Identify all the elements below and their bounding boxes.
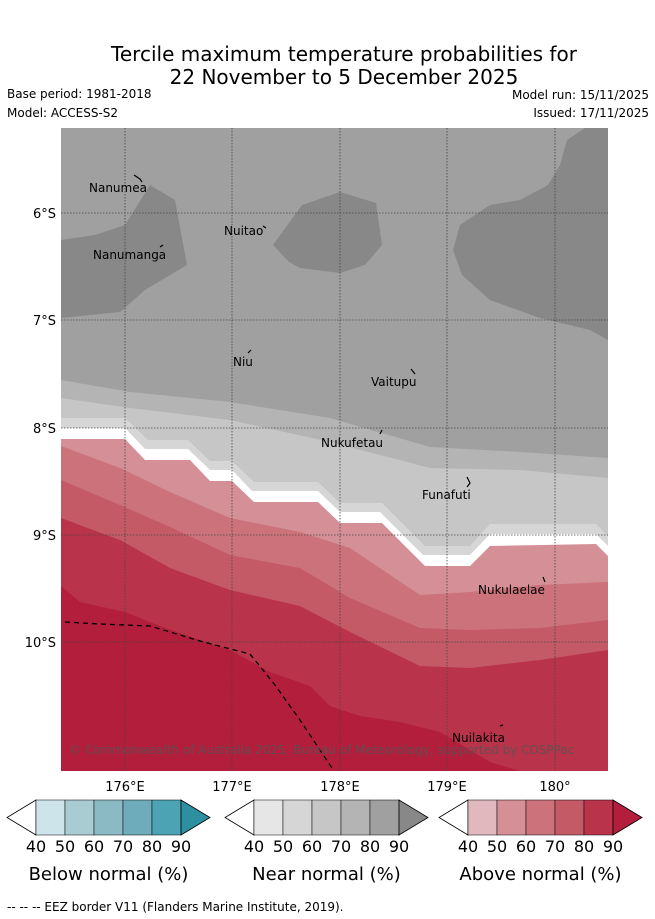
- legend-above-swatch: [554, 799, 585, 836]
- legend-near-high-triangle: [398, 799, 429, 836]
- place-label: Niu: [233, 355, 253, 369]
- legend-above-low-triangle: [438, 799, 469, 836]
- legend-below-swatch: [35, 799, 66, 836]
- legend-above-high-triangle: [612, 799, 643, 836]
- legend-tick-label: 80: [360, 837, 380, 856]
- legend-tick-label: 70: [545, 837, 565, 856]
- base-period: Base period: 1981-2018: [7, 87, 152, 101]
- legend-below-swatch: [151, 799, 182, 836]
- place-label: Nukulaelae: [478, 583, 545, 597]
- lon-label: 177°E: [212, 780, 252, 795]
- legend-tick-label: 50: [55, 837, 75, 856]
- title-line-2: 22 November to 5 December 2025: [169, 65, 519, 89]
- legend-tick-label: 90: [603, 837, 623, 856]
- lat-label: 10°S: [25, 636, 56, 651]
- place-label: Funafuti: [422, 488, 471, 502]
- legend-tick-label: 60: [516, 837, 536, 856]
- place-label: Nukufetau: [321, 436, 383, 450]
- legend-near-swatch: [369, 799, 400, 836]
- place-labels: Nanumea Nuitao Nanumanga Niu Vaitupu Nuk…: [89, 181, 545, 745]
- eez-border-line: [64, 621, 335, 771]
- lon-label: 176°E: [105, 780, 145, 795]
- latitude-labels: 6°S 7°S 8°S 9°S 10°S: [25, 207, 56, 651]
- gridlines: [61, 128, 608, 771]
- legend-above-swatch: [583, 799, 614, 836]
- longitude-labels: 176°E 177°E 178°E 179°E 180°: [105, 780, 570, 795]
- legend-below: 40 50 60 70 80 90 Below normal (%): [6, 799, 211, 885]
- lat-label: 8°S: [33, 422, 56, 437]
- legend-tick-label: 40: [26, 837, 46, 856]
- legend-tick-label: 80: [574, 837, 594, 856]
- legend-tick-label: 40: [244, 837, 264, 856]
- eez-footer-note: -- -- -- EEZ border V11 (Flanders Marine…: [7, 900, 344, 914]
- copyright-notice: © Commonwealth of Australia 2025, Bureau…: [69, 743, 574, 757]
- legend-tick-label: 60: [84, 837, 104, 856]
- legend-near-swatch: [253, 799, 284, 836]
- legend-near-swatch: [311, 799, 342, 836]
- legend-below-swatch: [93, 799, 124, 836]
- legend-tick-label: 80: [142, 837, 162, 856]
- lon-label: 180°: [539, 780, 570, 795]
- model-run: Model run: 15/11/2025: [511, 88, 649, 102]
- legend-tick-label: 40: [458, 837, 478, 856]
- legend-group: 40 50 60 70 80 90 Below normal (%) 40 50 60 70 80 90…: [6, 799, 643, 885]
- legend-above-swatch: [467, 799, 498, 836]
- place-label: Vaitupu: [371, 375, 417, 389]
- legend-above-swatch: [496, 799, 527, 836]
- place-label: Nanumea: [89, 181, 147, 195]
- island-outlines: [133, 174, 546, 727]
- model-name: Model: ACCESS-S2: [7, 106, 119, 120]
- legend-tick-label: 90: [389, 837, 409, 856]
- legend-near-swatch: [340, 799, 371, 836]
- legend-below-low-triangle: [6, 799, 37, 836]
- map-figure: Nanumea Nuitao Nanumanga Niu Vaitupu Nuk…: [6, 128, 643, 885]
- place-label: Nanumanga: [93, 248, 166, 262]
- legend-near-title: Near normal (%): [252, 864, 401, 885]
- legend-below-swatch: [122, 799, 153, 836]
- legend-near-swatch: [282, 799, 313, 836]
- lat-label: 7°S: [33, 314, 56, 329]
- near-normal-90-region-central: [273, 192, 382, 273]
- legend-tick-label: 70: [113, 837, 133, 856]
- legend-below-high-triangle: [180, 799, 211, 836]
- legend-near-low-triangle: [224, 799, 255, 836]
- legend-near: 40 50 60 70 80 90 Near normal (%): [224, 799, 429, 885]
- title-line-1: Tercile maximum temperature probabilitie…: [111, 42, 577, 66]
- place-label: Nuilakita: [452, 731, 505, 745]
- legend-tick-label: 50: [487, 837, 507, 856]
- lat-label: 9°S: [33, 529, 56, 544]
- place-label: Nuitao: [224, 224, 263, 238]
- legend-tick-label: 90: [171, 837, 191, 856]
- map-area: [61, 128, 608, 771]
- legend-below-swatch: [64, 799, 95, 836]
- lat-label: 6°S: [33, 207, 56, 222]
- lon-label: 179°E: [427, 780, 467, 795]
- near-normal-90-region-east: [453, 128, 608, 340]
- above-normal-90-region: [61, 586, 520, 771]
- legend-above: 40 50 60 70 80 90 Above normal (%): [438, 799, 643, 885]
- issued-date: Issued: 17/11/2025: [533, 106, 649, 120]
- legend-above-title: Above normal (%): [459, 864, 621, 885]
- near-normal-90-region-west: [61, 185, 187, 318]
- legend-tick-label: 70: [331, 837, 351, 856]
- legend-tick-label: 60: [302, 837, 322, 856]
- legend-above-swatch: [525, 799, 556, 836]
- legend-tick-label: 50: [273, 837, 293, 856]
- legend-below-title: Below normal (%): [29, 864, 189, 885]
- lon-label: 178°E: [320, 780, 360, 795]
